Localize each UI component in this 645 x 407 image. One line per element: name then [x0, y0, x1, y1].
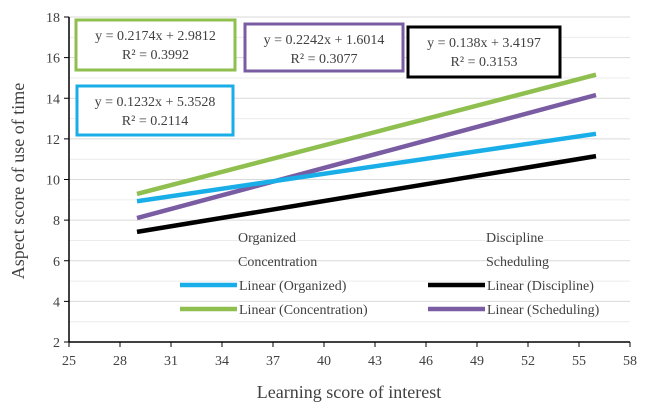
legend-entry-linear-scheduling: Linear (Scheduling)	[487, 303, 600, 318]
legend: Organized Concentration Discipline Scheduli…	[180, 231, 600, 318]
y-axis-title: Aspect score of use of time	[8, 83, 28, 279]
series-line-linear-discipline	[136, 153, 597, 235]
equation-boxes: y = 0.2174x + 2.9812 R² = 0.3992 y = 0.224…	[74, 18, 562, 137]
y-tick-label: 12	[46, 133, 60, 148]
x-tick-label: 37	[266, 354, 280, 369]
y-tick-label: 6	[53, 255, 60, 270]
equation-text-linear-scheduling: y = 0.2242x + 1.6014	[264, 33, 385, 48]
x-tick-label: 46	[419, 354, 433, 369]
y-tick-label: 8	[53, 214, 60, 229]
x-axis-title: Learning score of interest	[257, 382, 441, 402]
y-tick-label: 14	[46, 92, 60, 107]
equation-box-linear-concentration	[74, 18, 237, 72]
equation-text-linear-organized: y = 0.1232x + 5.3528	[95, 95, 216, 110]
legend-entry-linear-concentration: Linear (Concentration)	[239, 303, 368, 318]
y-tick-label: 2	[53, 336, 60, 351]
x-tick-label: 40	[317, 354, 331, 369]
x-tick-label: 49	[470, 354, 484, 369]
equation-text-linear-concentration: y = 0.2174x + 2.9812	[95, 29, 216, 44]
y-tick-label: 18	[46, 11, 60, 26]
x-tick-label: 28	[113, 354, 127, 369]
equation-box-linear-scheduling	[243, 22, 405, 73]
r-squared-text-linear-concentration: R² = 0.3992	[122, 48, 189, 63]
legend-label-concentration: Concentration	[238, 255, 317, 270]
x-tick-label: 25	[62, 354, 76, 369]
legend-label-organized: Organized	[238, 231, 296, 246]
x-tick-label: 34	[215, 354, 229, 369]
equation-text-linear-discipline: y = 0.138x + 3.4197	[427, 36, 541, 51]
legend-entry-linear-organized: Linear (Organized)	[239, 279, 347, 294]
r-squared-text-linear-discipline: R² = 0.3153	[451, 55, 518, 70]
series-layer	[136, 72, 597, 235]
y-tick-label: 10	[46, 174, 60, 189]
series-line-linear-concentration	[136, 72, 597, 197]
x-tick-label: 52	[521, 354, 535, 369]
x-tick-label: 31	[164, 354, 178, 369]
x-tick-label: 58	[623, 354, 637, 369]
legend-label-scheduling: Scheduling	[486, 255, 549, 270]
legend-entry-linear-discipline: Linear (Discipline)	[487, 279, 594, 294]
equation-box-linear-organized	[75, 84, 235, 137]
series-line-linear-scheduling	[136, 92, 597, 221]
series-line-linear-organized	[136, 131, 597, 204]
legend-label-discipline: Discipline	[486, 231, 544, 246]
y-tick-label: 16	[46, 52, 60, 67]
x-tick-label: 55	[572, 354, 586, 369]
x-tick-label: 43	[368, 354, 382, 369]
equation-box-linear-discipline	[406, 25, 562, 79]
r-squared-text-linear-organized: R² = 0.2114	[122, 114, 188, 129]
r-squared-text-linear-scheduling: R² = 0.3077	[291, 52, 358, 67]
y-tick-label: 4	[53, 295, 60, 310]
